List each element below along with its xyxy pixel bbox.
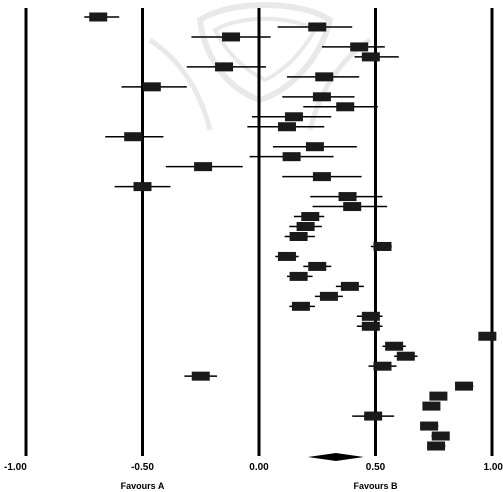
favours-left-label: Favours A [121,481,165,491]
x-tick-label-2: 0.00 [249,462,269,473]
effect-box-17 [133,182,152,192]
effect-box-43 [427,441,446,451]
effect-box-31 [361,321,380,331]
effect-box-39 [422,401,441,411]
effect-box-25 [308,261,327,271]
effect-box-28 [319,291,338,301]
x-tick-label-1: -0.50 [131,462,154,473]
effect-box-10 [284,112,303,122]
effect-box-5 [215,62,234,72]
effect-box-33 [385,341,404,351]
effect-box-7 [142,82,161,92]
effect-box-37 [455,381,474,391]
x-tick-label-0: -1.00 [4,462,27,473]
effect-box-23 [373,241,392,251]
effect-box-27 [340,281,359,291]
favours-right-label: Favours B [353,481,398,491]
effect-box-1 [308,22,327,32]
effect-box-20 [301,212,320,222]
effect-box-3 [350,42,369,52]
effect-box-24 [277,251,296,261]
effect-box-11 [277,122,296,132]
x-tick-label-4: 1.00 [484,462,503,473]
effect-box-34 [396,351,415,361]
effect-box-15 [194,162,213,172]
effect-box-6 [315,72,334,82]
effect-box-21 [296,222,315,232]
effect-box-18 [338,192,357,202]
effect-box-13 [305,142,324,152]
effect-box-41 [420,421,439,431]
effect-box-26 [289,271,308,281]
effect-box-2 [222,32,241,42]
effect-box-32 [478,331,497,341]
x-tick-label-3: 0.50 [366,462,386,473]
effect-box-42 [431,431,450,441]
effect-box-14 [282,152,301,162]
effect-box-12 [124,132,143,142]
effect-box-0 [89,12,108,22]
effect-box-22 [289,231,308,241]
effect-box-38 [429,391,448,401]
effect-box-29 [291,301,310,311]
effect-box-16 [312,172,331,182]
effect-box-30 [361,311,380,321]
effect-box-9 [336,102,355,112]
effect-box-35 [373,361,392,371]
effect-box-36 [191,371,210,381]
effect-box-40 [364,411,383,421]
effect-box-19 [343,202,362,212]
effect-box-8 [312,92,331,102]
effect-box-4 [361,52,380,62]
pooled-diamond [307,453,364,461]
